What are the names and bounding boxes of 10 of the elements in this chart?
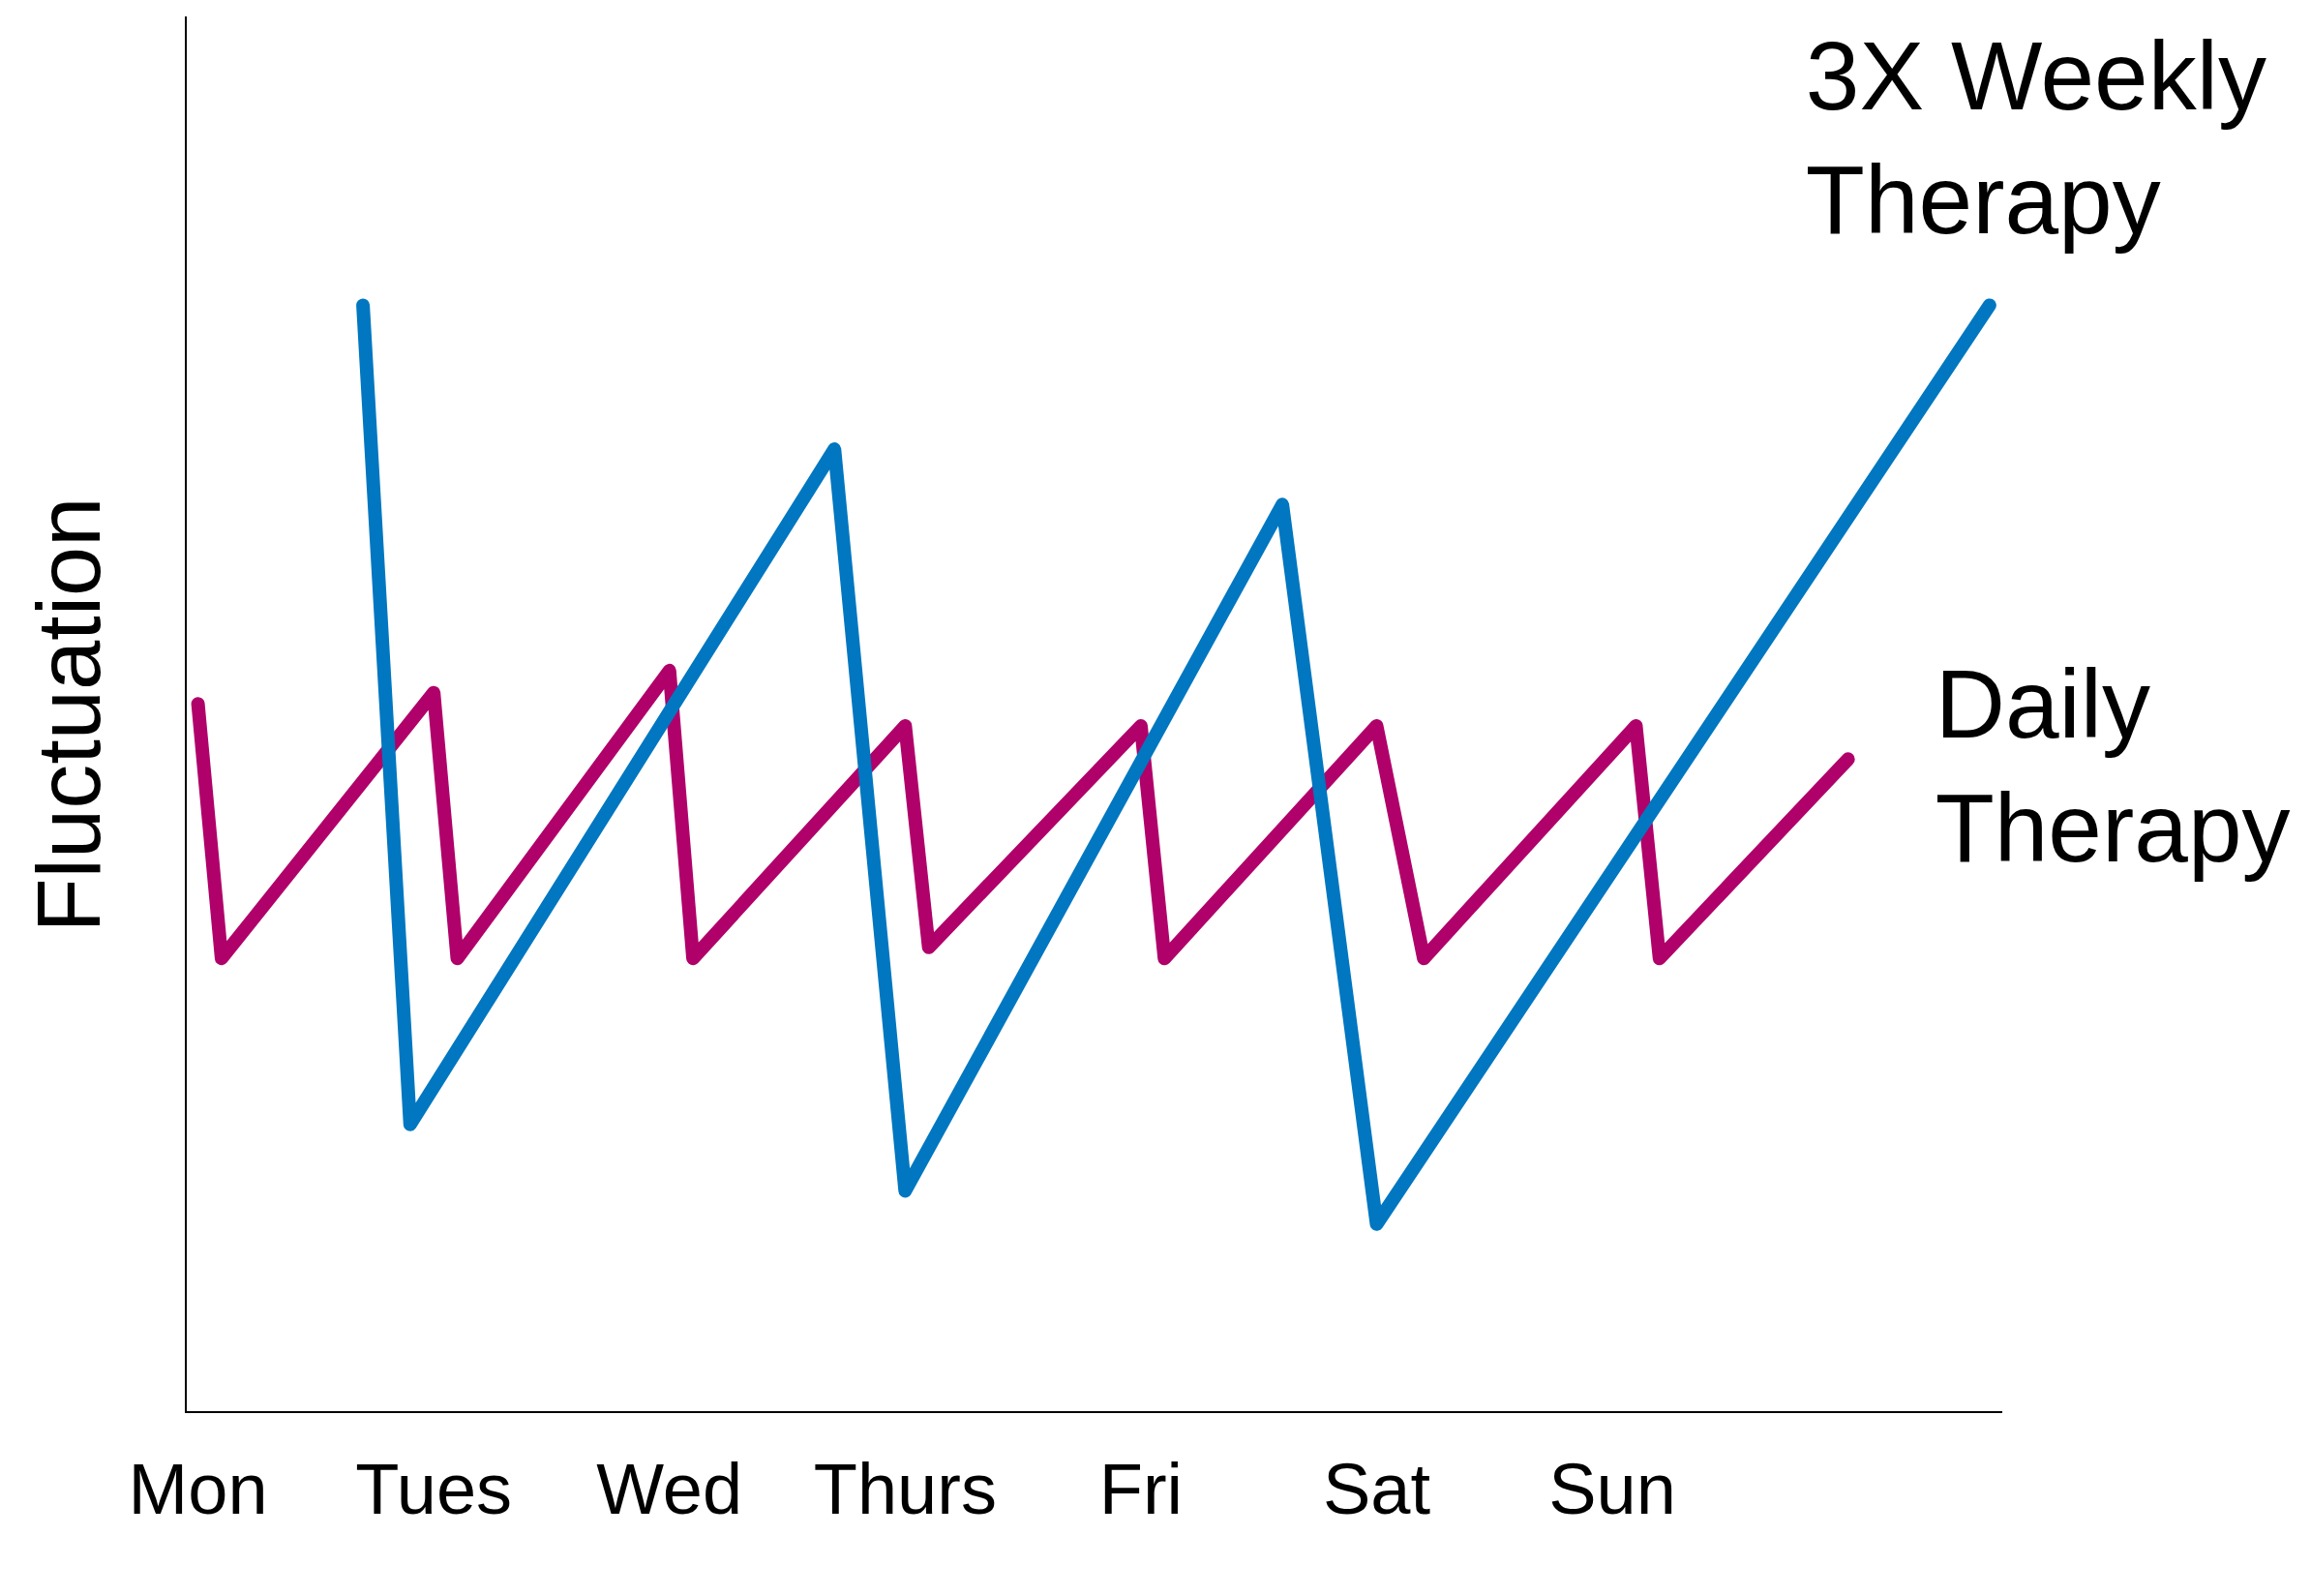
x-tick-label: Tues: [355, 1449, 513, 1530]
y-axis-title: Fluctuation: [18, 497, 118, 933]
x-tick-label: Sun: [1548, 1449, 1676, 1530]
series-label: Daily Therapy: [1935, 648, 2291, 882]
x-tick-label: Thurs: [813, 1449, 997, 1530]
x-tick-label: Sat: [1322, 1449, 1431, 1530]
x-tick-label: Fri: [1098, 1449, 1184, 1530]
x-tick-label: Mon: [128, 1449, 268, 1530]
x-tick-label: Wed: [596, 1449, 743, 1530]
series-label: 3X Weekly Therapy: [1805, 20, 2266, 254]
